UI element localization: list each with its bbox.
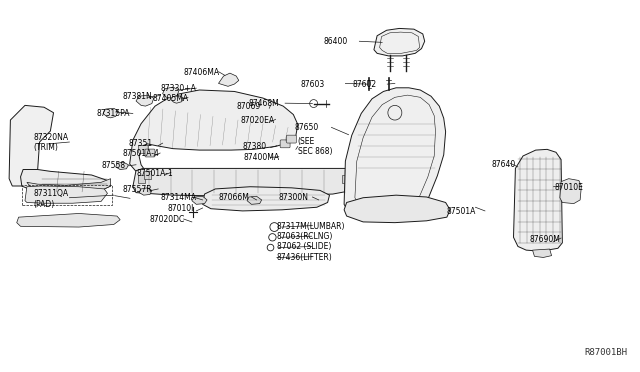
Text: 87066M: 87066M: [218, 193, 250, 202]
Polygon shape: [513, 149, 563, 251]
Polygon shape: [9, 105, 54, 186]
Text: 87020DC: 87020DC: [150, 215, 185, 224]
Polygon shape: [344, 88, 445, 218]
FancyBboxPatch shape: [280, 140, 290, 148]
Text: 87010E: 87010E: [555, 183, 584, 192]
Text: 87062 (SLIDE): 87062 (SLIDE): [277, 242, 332, 251]
Polygon shape: [17, 214, 120, 227]
FancyBboxPatch shape: [287, 135, 296, 143]
Bar: [348, 171, 355, 179]
Polygon shape: [139, 188, 152, 195]
Text: 87300N: 87300N: [279, 193, 308, 202]
Text: 87558: 87558: [101, 161, 125, 170]
Polygon shape: [247, 196, 262, 204]
Text: 87405MA: 87405MA: [152, 93, 189, 103]
Bar: [145, 171, 152, 179]
Text: 87501A: 87501A: [447, 207, 476, 216]
Text: 87311QA
(PAD): 87311QA (PAD): [33, 189, 68, 209]
Polygon shape: [130, 90, 298, 171]
Bar: [342, 175, 349, 183]
Text: 87020EA: 87020EA: [241, 116, 275, 125]
Polygon shape: [27, 179, 111, 193]
Text: 87063(RCLNG): 87063(RCLNG): [277, 232, 333, 241]
Polygon shape: [133, 169, 359, 196]
Text: 87501A-4: 87501A-4: [122, 149, 159, 158]
Polygon shape: [163, 87, 179, 98]
Polygon shape: [192, 196, 207, 204]
Polygon shape: [171, 96, 184, 103]
Text: 87314MA: 87314MA: [160, 193, 196, 202]
Text: 87010I: 87010I: [168, 204, 194, 213]
Text: 87317M(LUMBAR): 87317M(LUMBAR): [277, 222, 346, 231]
Text: 87400MA: 87400MA: [244, 153, 280, 162]
Polygon shape: [116, 162, 129, 170]
Text: 87501A-1: 87501A-1: [136, 169, 173, 178]
Polygon shape: [344, 195, 450, 223]
Polygon shape: [103, 108, 118, 118]
Text: 87069: 87069: [236, 102, 260, 110]
FancyBboxPatch shape: [139, 145, 148, 153]
Text: 87381N: 87381N: [122, 92, 152, 101]
Bar: [138, 175, 145, 183]
Text: 87468M: 87468M: [249, 99, 280, 108]
Polygon shape: [560, 179, 581, 203]
Polygon shape: [532, 249, 552, 257]
Polygon shape: [136, 95, 154, 106]
Polygon shape: [203, 187, 330, 211]
Text: 87640: 87640: [492, 160, 516, 169]
Text: 87557R: 87557R: [122, 185, 152, 194]
Text: 87351: 87351: [129, 140, 152, 148]
Text: 87380: 87380: [243, 142, 267, 151]
Text: 87602: 87602: [353, 80, 377, 89]
Polygon shape: [374, 28, 425, 56]
Text: 87320NA
(TRIM): 87320NA (TRIM): [33, 133, 68, 153]
Text: 87406MA: 87406MA: [184, 68, 220, 77]
Text: (SEE
SEC 868): (SEE SEC 868): [298, 137, 332, 156]
Polygon shape: [218, 73, 239, 86]
FancyBboxPatch shape: [145, 149, 155, 157]
Text: 87603: 87603: [301, 80, 325, 89]
Text: 87330+A: 87330+A: [160, 84, 196, 93]
Text: 87650: 87650: [294, 123, 319, 132]
Text: 86400: 86400: [323, 37, 348, 46]
Text: 87436(LIFTER): 87436(LIFTER): [277, 253, 333, 262]
Text: 87315PA: 87315PA: [97, 109, 130, 118]
Polygon shape: [20, 170, 111, 193]
Polygon shape: [25, 186, 108, 203]
Text: R87001BH: R87001BH: [584, 349, 627, 357]
Text: 87690M: 87690M: [529, 235, 560, 244]
